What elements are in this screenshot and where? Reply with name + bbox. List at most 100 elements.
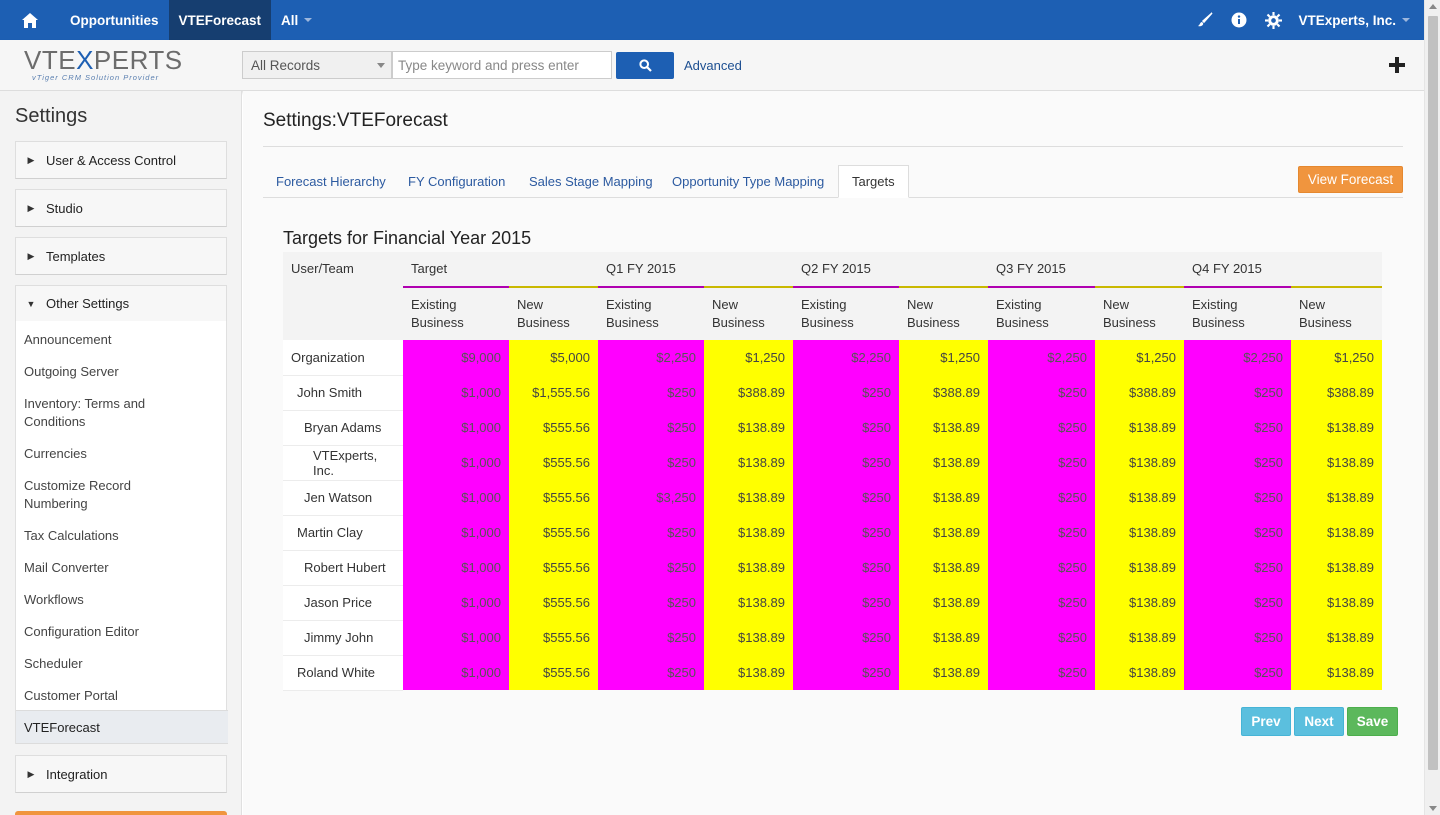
existing-business-cell[interactable]: $250 [598, 620, 704, 655]
gear-icon[interactable] [1256, 0, 1290, 40]
existing-business-cell[interactable]: $2,250 [1184, 340, 1291, 375]
new-business-cell[interactable]: $138.89 [1095, 585, 1184, 620]
scroll-up-icon[interactable] [1429, 4, 1437, 9]
search-input[interactable] [392, 51, 612, 79]
new-business-cell[interactable]: $555.56 [509, 585, 598, 620]
sidebar-section-templates[interactable]: ▶ Templates [15, 237, 227, 275]
sidebar-item-inventory-terms[interactable]: Inventory: Terms and Conditions [24, 396, 146, 429]
new-business-cell[interactable]: $138.89 [704, 620, 793, 655]
new-business-cell[interactable]: $138.89 [1291, 550, 1382, 585]
existing-business-cell[interactable]: $250 [793, 445, 899, 480]
existing-business-cell[interactable]: $250 [988, 480, 1095, 515]
new-business-cell[interactable]: $138.89 [704, 410, 793, 445]
new-business-cell[interactable]: $555.56 [509, 515, 598, 550]
brush-icon[interactable] [1188, 0, 1222, 40]
existing-business-cell[interactable]: $250 [988, 375, 1095, 410]
existing-business-cell[interactable]: $250 [793, 620, 899, 655]
advanced-search-link[interactable]: Advanced [684, 58, 742, 73]
existing-business-cell[interactable]: $250 [1184, 515, 1291, 550]
nav-opportunities[interactable]: Opportunities [70, 12, 159, 28]
existing-business-cell[interactable]: $250 [988, 410, 1095, 445]
view-forecast-button[interactable]: View Forecast [1298, 166, 1403, 193]
new-business-cell[interactable]: $138.89 [1291, 480, 1382, 515]
scroll-down-icon[interactable] [1429, 806, 1437, 811]
search-button[interactable] [616, 52, 674, 79]
new-business-cell[interactable]: $555.56 [509, 655, 598, 690]
existing-business-cell[interactable]: $250 [598, 375, 704, 410]
existing-business-cell[interactable]: $2,250 [793, 340, 899, 375]
new-business-cell[interactable]: $138.89 [1095, 410, 1184, 445]
new-business-cell[interactable]: $138.89 [899, 410, 988, 445]
new-business-cell[interactable]: $138.89 [704, 515, 793, 550]
sidebar-item-workflows[interactable]: Workflows [24, 592, 84, 607]
existing-business-cell[interactable]: $1,000 [403, 480, 509, 515]
existing-business-cell[interactable]: $2,250 [988, 340, 1095, 375]
new-business-cell[interactable]: $138.89 [704, 550, 793, 585]
sidebar-section-other-settings[interactable]: ▼ Other Settings [15, 285, 227, 322]
existing-business-cell[interactable]: $1,000 [403, 550, 509, 585]
existing-business-cell[interactable]: $250 [1184, 480, 1291, 515]
new-business-cell[interactable]: $555.56 [509, 550, 598, 585]
sidebar-item-outgoing-server[interactable]: Outgoing Server [24, 364, 119, 379]
tab-targets[interactable]: Targets [838, 165, 909, 198]
new-business-cell[interactable]: $1,555.56 [509, 375, 598, 410]
existing-business-cell[interactable]: $250 [988, 585, 1095, 620]
tab-sales-stage-mapping[interactable]: Sales Stage Mapping [529, 174, 653, 189]
existing-business-cell[interactable]: $250 [988, 655, 1095, 690]
existing-business-cell[interactable]: $250 [1184, 620, 1291, 655]
new-business-cell[interactable]: $138.89 [899, 655, 988, 690]
new-business-cell[interactable]: $555.56 [509, 620, 598, 655]
tab-opportunity-type-mapping[interactable]: Opportunity Type Mapping [672, 174, 825, 189]
sidebar-orange-button[interactable] [15, 811, 227, 815]
existing-business-cell[interactable]: $250 [598, 515, 704, 550]
existing-business-cell[interactable]: $250 [1184, 410, 1291, 445]
company-logo[interactable]: VTEXPERTS vTiger CRM Solution Provider [24, 47, 182, 85]
save-button[interactable]: Save [1347, 707, 1398, 736]
new-business-cell[interactable]: $138.89 [1291, 585, 1382, 620]
sidebar-section-integration[interactable]: ▶ Integration [15, 755, 227, 793]
existing-business-cell[interactable]: $250 [793, 515, 899, 550]
new-business-cell[interactable]: $138.89 [1291, 515, 1382, 550]
existing-business-cell[interactable]: $250 [793, 375, 899, 410]
new-business-cell[interactable]: $1,250 [1291, 340, 1382, 375]
new-business-cell[interactable]: $138.89 [1095, 655, 1184, 690]
existing-business-cell[interactable]: $250 [988, 550, 1095, 585]
home-icon[interactable] [0, 0, 60, 40]
new-business-cell[interactable]: $138.89 [1095, 515, 1184, 550]
existing-business-cell[interactable]: $250 [598, 550, 704, 585]
existing-business-cell[interactable]: $250 [1184, 550, 1291, 585]
sidebar-item-mail-converter[interactable]: Mail Converter [24, 560, 109, 575]
new-business-cell[interactable]: $5,000 [509, 340, 598, 375]
new-business-cell[interactable]: $555.56 [509, 410, 598, 445]
new-business-cell[interactable]: $555.56 [509, 480, 598, 515]
new-business-cell[interactable]: $138.89 [1291, 445, 1382, 480]
new-business-cell[interactable]: $138.89 [899, 515, 988, 550]
scrollbar-thumb[interactable] [1428, 16, 1438, 770]
sidebar-item-tax-calculations[interactable]: Tax Calculations [24, 528, 119, 543]
existing-business-cell[interactable]: $1,000 [403, 515, 509, 550]
next-button[interactable]: Next [1294, 707, 1344, 736]
new-business-cell[interactable]: $138.89 [704, 445, 793, 480]
new-business-cell[interactable]: $138.89 [899, 585, 988, 620]
new-business-cell[interactable]: $138.89 [1095, 550, 1184, 585]
new-business-cell[interactable]: $1,250 [1095, 340, 1184, 375]
new-business-cell[interactable]: $138.89 [1095, 445, 1184, 480]
existing-business-cell[interactable]: $250 [598, 585, 704, 620]
sidebar-item-customize-record-numbering[interactable]: Customize Record Numbering [24, 478, 131, 511]
new-business-cell[interactable]: $138.89 [1291, 620, 1382, 655]
existing-business-cell[interactable]: $250 [988, 620, 1095, 655]
existing-business-cell[interactable]: $2,250 [598, 340, 704, 375]
new-business-cell[interactable]: $138.89 [1095, 620, 1184, 655]
existing-business-cell[interactable]: $250 [1184, 585, 1291, 620]
sidebar-item-scheduler[interactable]: Scheduler [24, 656, 83, 671]
page-scrollbar[interactable] [1424, 0, 1440, 815]
existing-business-cell[interactable]: $1,000 [403, 585, 509, 620]
new-business-cell[interactable]: $138.89 [899, 445, 988, 480]
existing-business-cell[interactable]: $250 [793, 480, 899, 515]
existing-business-cell[interactable]: $250 [793, 410, 899, 445]
new-business-cell[interactable]: $138.89 [1291, 655, 1382, 690]
existing-business-cell[interactable]: $1,000 [403, 620, 509, 655]
new-business-cell[interactable]: $388.89 [899, 375, 988, 410]
existing-business-cell[interactable]: $250 [988, 515, 1095, 550]
existing-business-cell[interactable]: $1,000 [403, 410, 509, 445]
